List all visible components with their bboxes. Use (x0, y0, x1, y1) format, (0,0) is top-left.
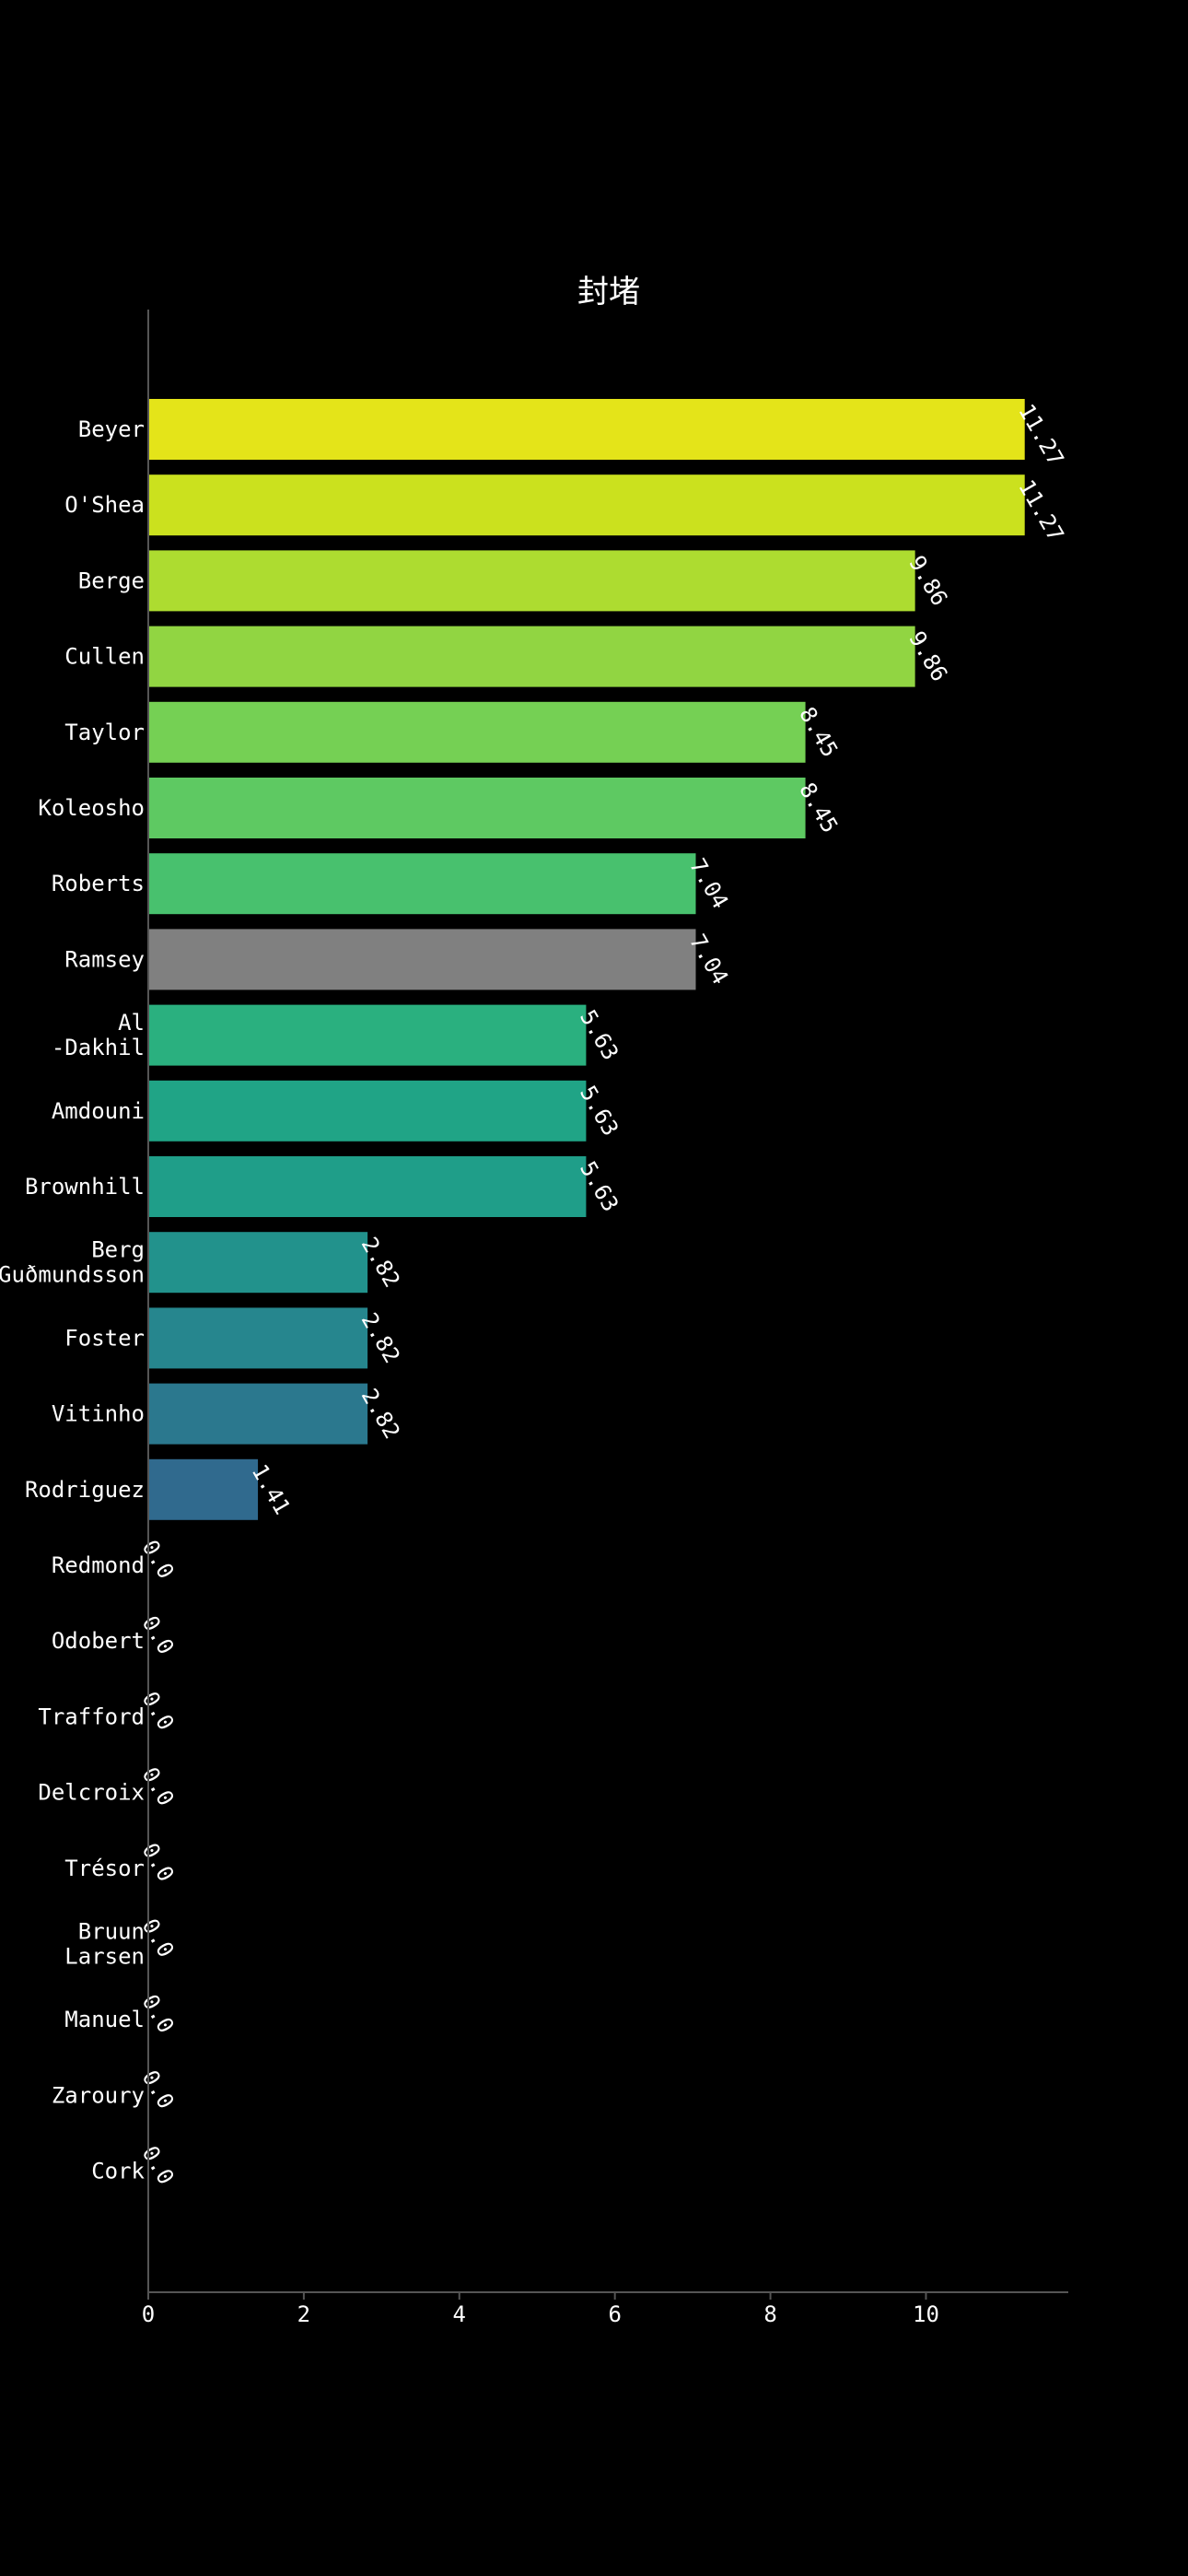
category-label-line: Rodriguez (25, 1477, 145, 1503)
x-tick-label: 6 (608, 2301, 621, 2327)
category-label: Redmond (52, 1552, 145, 1578)
category-label: O'Shea (64, 492, 145, 518)
category-label-line: Trésor (64, 1856, 145, 1881)
bar (148, 1307, 368, 1369)
category-label-line: Cork (91, 2159, 145, 2184)
category-label: Manuel (64, 2007, 145, 2032)
category-label: Trésor (64, 1856, 145, 1881)
category-label-line: Al (118, 1010, 145, 1036)
category-label: Vitinho (52, 1401, 145, 1427)
x-tick-label: 8 (763, 2301, 776, 2327)
category-label: Odobert (52, 1628, 145, 1654)
category-label: Koleosho (38, 795, 145, 821)
bar (148, 1080, 587, 1142)
x-tick-label: 4 (453, 2301, 466, 2327)
category-label: Berg Guðmundsson (0, 1237, 145, 1288)
category-label: Zaroury (52, 2082, 145, 2108)
x-tick-label: 2 (297, 2301, 310, 2327)
category-label: Berge (78, 568, 145, 593)
category-label-line: Guðmundsson (0, 1262, 145, 1288)
category-label-line: Delcroix (38, 1780, 145, 1806)
x-axis-ticks: 0 2 4 6 8 10 (142, 2292, 939, 2327)
category-labels: Beyer O'Shea Berge Cullen Taylor Koleosho Robe… (0, 416, 146, 2184)
category-label-line: Odobert (52, 1628, 145, 1654)
bar (148, 474, 1025, 536)
category-label-line: Zaroury (52, 2082, 145, 2108)
category-label-line: Ramsey (64, 946, 145, 972)
category-label-line: Bruun (78, 1919, 145, 1945)
category-label: Roberts (52, 871, 145, 896)
category-label: Brownhill (25, 1174, 145, 1200)
category-label-line: Foster (64, 1325, 145, 1351)
category-label: Delcroix (38, 1780, 145, 1806)
x-tick-label: 0 (142, 2301, 155, 2327)
bar (148, 1156, 587, 1217)
category-label: Bruun Larsen (64, 1919, 145, 1970)
bar (148, 929, 696, 990)
category-label-line: Trafford (38, 1704, 145, 1729)
chart-title: 封堵 (577, 274, 640, 310)
x-tick-label: 10 (913, 2301, 939, 2327)
category-label-line: Berge (78, 568, 145, 593)
category-label-line: Roberts (52, 871, 145, 896)
category-label: Cullen (64, 644, 145, 670)
bar (148, 550, 915, 612)
category-label: Cork (91, 2159, 145, 2184)
category-label-line: Beyer (78, 416, 145, 442)
category-label: Beyer (78, 416, 145, 442)
bar (148, 626, 915, 687)
category-label-line: Larsen (64, 1944, 145, 1970)
category-label: Foster (64, 1325, 145, 1351)
bar (148, 853, 696, 915)
category-label-line: Brownhill (25, 1174, 145, 1200)
bar (148, 1232, 368, 1294)
category-label-line: Cullen (64, 644, 145, 670)
bars-layer (148, 399, 1025, 1520)
bar (148, 1383, 368, 1445)
category-label-line: Taylor (64, 720, 145, 745)
category-label-line: Manuel (64, 2007, 145, 2032)
category-label-line: -Dakhil (52, 1035, 145, 1060)
category-label-line: Berg (91, 1237, 145, 1263)
category-label: Ramsey (64, 946, 145, 972)
category-label: Al -Dakhil (52, 1010, 145, 1060)
bar (148, 701, 806, 763)
category-label-line: Redmond (52, 1552, 145, 1578)
bar (148, 1004, 587, 1066)
bar (148, 1458, 259, 1520)
category-label-line: Koleosho (38, 795, 145, 821)
category-label-line: Vitinho (52, 1401, 145, 1427)
category-label-line: O'Shea (64, 492, 145, 518)
category-label: Rodriguez (25, 1477, 145, 1503)
category-label: Amdouni (52, 1098, 145, 1124)
category-label: Taylor (64, 720, 145, 745)
bar (148, 778, 806, 838)
category-label-line: Amdouni (52, 1098, 145, 1124)
bar (148, 399, 1025, 460)
category-label: Trafford (38, 1704, 145, 1729)
